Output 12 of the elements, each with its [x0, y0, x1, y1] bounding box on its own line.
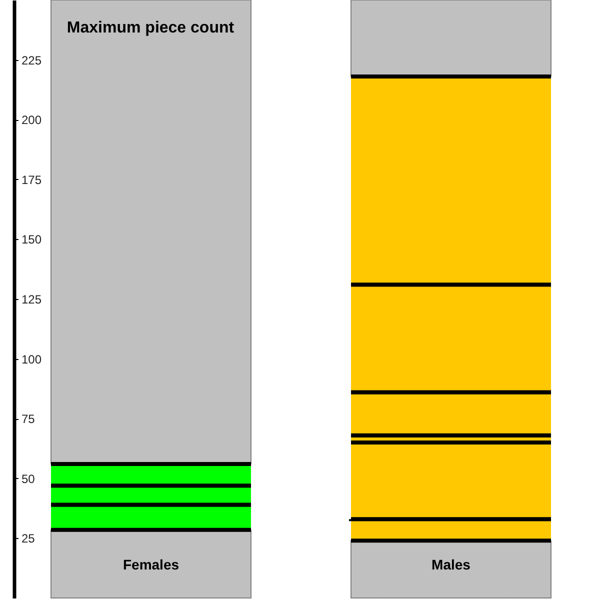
y-tick-label: 125 — [22, 292, 42, 306]
y-tick-label: 225 — [22, 53, 42, 68]
text: Maximum piece count — [66, 20, 235, 36]
x-tick-label: Males — [432, 556, 471, 572]
y-tick-label: 50 — [22, 472, 36, 486]
y-tick-label: 25 — [22, 532, 36, 546]
y-tick-label: 200 — [22, 113, 42, 128]
y-tick-label: 100 — [22, 352, 42, 366]
y-tick-label: 175 — [22, 172, 42, 187]
y-tick-label: 75 — [22, 412, 36, 426]
x-tick-label: Females — [122, 556, 180, 572]
y-tick-label: 150 — [22, 232, 42, 247]
